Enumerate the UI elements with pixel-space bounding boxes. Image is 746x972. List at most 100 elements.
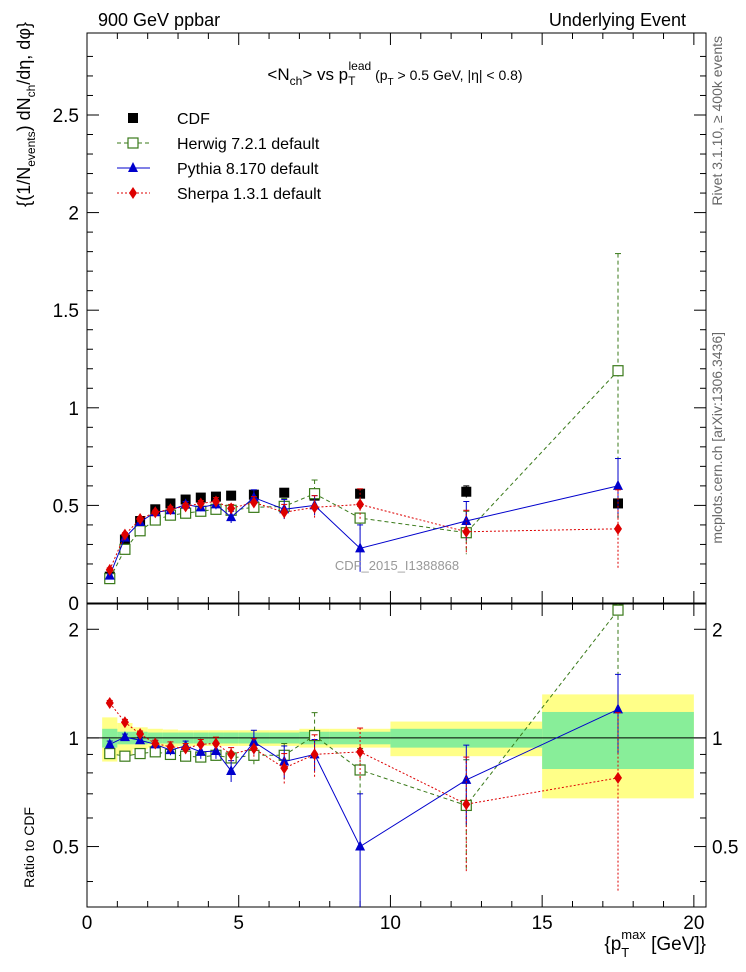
upper-y-tick-label: 0 (68, 594, 79, 615)
data-point (612, 365, 624, 377)
data-point (104, 747, 116, 760)
ratio-y-tick-label: 0.5 (53, 838, 79, 859)
x-tick-label: 15 (532, 913, 553, 934)
data-point (355, 840, 366, 851)
ylabel-sub-events: events (24, 131, 38, 166)
data-point (613, 703, 624, 714)
xlabel-post: [GeV]} (646, 934, 706, 955)
ratio-y-tick-label: 2 (68, 620, 79, 641)
data-point (196, 738, 205, 751)
data-point (211, 495, 220, 508)
xlabel-pre: {p (604, 934, 621, 955)
series-3-y (105, 488, 623, 576)
x-tick-label: 20 (683, 913, 704, 934)
data-point (249, 496, 258, 509)
series-line (109, 500, 619, 571)
data-point (104, 738, 115, 749)
upper-y-tick-label: 1.5 (53, 301, 79, 322)
data-point (280, 506, 289, 519)
data-point (105, 563, 114, 576)
data-point (279, 487, 290, 498)
legend-label: CDF (177, 111, 210, 128)
data-point (461, 486, 472, 497)
data-point (227, 748, 236, 761)
data-point (211, 737, 220, 750)
data-point (280, 762, 289, 775)
data-point (195, 745, 206, 756)
data-point (134, 525, 146, 537)
data-point (119, 750, 131, 762)
data-point (462, 525, 471, 538)
data-point (166, 503, 175, 516)
upper-y-tick-label: 2.5 (53, 106, 79, 127)
data-point (181, 742, 190, 755)
data-point (120, 716, 129, 729)
header-right: Underlying Event (549, 10, 686, 30)
ratio-y-axis-label: Ratio to CDF (21, 807, 37, 888)
data-point (614, 522, 623, 535)
series-line (109, 609, 619, 807)
data-point (310, 748, 319, 761)
data-point (196, 497, 205, 510)
data-point (119, 731, 130, 742)
data-point (613, 479, 624, 490)
ratio-panel: 0 5 10 15 200.5 0.51 12 2 (53, 33, 738, 934)
title-part-n: <N (267, 65, 289, 84)
ratio-y-tick-label-right: 1 (712, 729, 723, 750)
legend-label: Herwig 7.2.1 default (177, 136, 320, 153)
ratio-y-tick-label: 1 (68, 729, 79, 750)
ylabel-sub-ch: ch (24, 85, 38, 98)
data-point (226, 490, 237, 501)
legend-marker (129, 187, 137, 199)
ylabel-part-4: /dη, dφ} (14, 22, 34, 85)
data-point (310, 501, 319, 514)
chart-title: <Nch> vs pTlead (pT > 0.5 GeV, |η| < 0.8… (267, 59, 522, 88)
data-point (355, 542, 366, 553)
upper-panel: 0 0.5 1 1.5 2 2.5 (53, 32, 707, 615)
legend-marker (128, 162, 138, 172)
title-cut-rest: > 0.5 GeV, |η| < 0.8) (394, 67, 523, 83)
data-point (134, 747, 146, 760)
x-tick-label: 10 (380, 913, 401, 934)
data-point (248, 735, 259, 746)
upper-frame (86, 32, 707, 604)
data-point (614, 771, 623, 784)
title-part-vs: > vs p (302, 65, 348, 84)
data-point (151, 737, 160, 750)
title-sub-ch: ch (290, 74, 303, 88)
series-3-ratio (105, 696, 623, 892)
series-1-y (104, 253, 624, 585)
series-line (109, 702, 619, 805)
data-point (136, 513, 145, 526)
data-point (166, 740, 175, 753)
title-sup-lead: lead (349, 59, 372, 73)
data-point (136, 728, 145, 741)
ratio-y-tick-label-right: 0.5 (712, 838, 738, 859)
header-left: 900 GeV ppbar (98, 10, 220, 30)
title-cut: (p (371, 67, 388, 83)
data-point (226, 764, 237, 775)
data-point (226, 511, 237, 522)
legend-marker (128, 113, 138, 123)
data-point (356, 498, 365, 511)
data-point (151, 506, 160, 519)
mcplots-label: mcplots.cern.ch [arXiv:1306.3436] (709, 332, 725, 544)
upper-y-tick-label: 0.5 (53, 496, 79, 517)
legend: CDF Herwig 7.2.1 default Pythia 8.170 defa… (117, 111, 322, 203)
x-tick-label: 5 (233, 913, 244, 934)
data-point (181, 500, 190, 513)
x-axis-label: {pTmax [GeV]} (604, 927, 706, 960)
legend-label: Pythia 8.170 default (177, 161, 319, 178)
title-cut-sub: T (388, 77, 394, 88)
upper-y-tick-label: 1 (68, 399, 79, 420)
analysis-watermark: CDF_2015_I1388868 (335, 558, 459, 573)
data-point (279, 755, 290, 766)
rivet-label: Rivet 3.1.10, ≥ 400k events (709, 36, 725, 206)
ratio-y-tick-label-right: 2 (712, 620, 723, 641)
x-tick-label: 0 (82, 913, 93, 934)
legend-label: Sherpa 1.3.1 default (177, 186, 322, 203)
upper-y-tick-label: 2 (68, 204, 79, 225)
data-point (105, 696, 114, 709)
data-point (462, 798, 471, 811)
